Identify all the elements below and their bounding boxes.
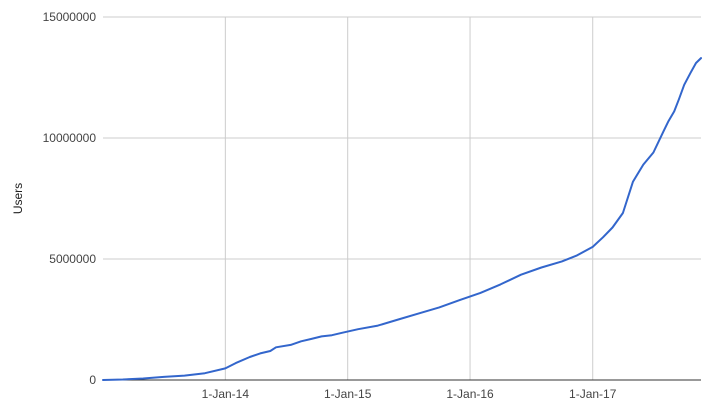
y-tick-label: 0 bbox=[89, 373, 96, 387]
y-axis-title: Users bbox=[11, 183, 25, 214]
x-tick-label: 1-Jan-16 bbox=[446, 387, 494, 401]
y-axis-tick-labels: 0 5000000 10000000 15000000 bbox=[43, 10, 97, 387]
vertical-gridlines bbox=[224, 17, 594, 380]
x-axis-tick-labels: 1-Jan-14 1-Jan-15 1-Jan-16 1-Jan-17 bbox=[202, 387, 617, 401]
y-tick-label: 5000000 bbox=[49, 252, 96, 266]
x-tick-label: 1-Jan-17 bbox=[569, 387, 617, 401]
x-tick-label: 1-Jan-15 bbox=[324, 387, 372, 401]
series-line-users bbox=[102, 57, 702, 381]
x-tick-label: 1-Jan-14 bbox=[202, 387, 250, 401]
y-tick-label: 15000000 bbox=[43, 10, 97, 24]
horizontal-gridlines bbox=[103, 16, 701, 260]
y-tick-label: 10000000 bbox=[43, 131, 97, 145]
